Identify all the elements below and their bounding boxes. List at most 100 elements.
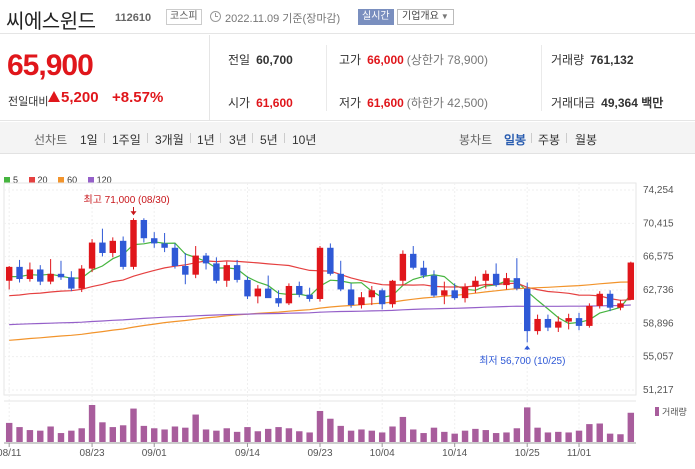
candle-body	[482, 273, 489, 281]
tab-1w[interactable]: 1주일	[112, 133, 141, 147]
legend-item-ma60[interactable]: 60	[58, 175, 77, 185]
realtime-button[interactable]: 실시간	[358, 9, 394, 25]
legend-item-ma5[interactable]: 5	[4, 175, 18, 185]
volume-bar	[627, 412, 635, 442]
stat-label: 시가	[228, 96, 251, 110]
y-tick-label: 66,575	[643, 252, 674, 263]
candle-body	[202, 255, 210, 264]
candle-body	[109, 240, 116, 253]
tab-3m[interactable]: 3개월	[155, 133, 184, 147]
tab-3y[interactable]: 3년	[229, 133, 247, 147]
candle-body	[88, 242, 96, 269]
candle-body	[26, 269, 34, 280]
volume-bar	[555, 431, 562, 442]
stat-value: 66,000	[367, 53, 404, 67]
candle-body	[337, 273, 344, 290]
x-tick-label: 09/14	[235, 448, 260, 459]
legend-item-ma120[interactable]: 120	[87, 175, 112, 185]
price-panel: 65,900 전일대비 5,200 +8.57% 전일 60,700 고가 66,0…	[0, 35, 695, 121]
y-tick-label: 70,415	[643, 218, 674, 229]
tab-1y[interactable]: 1년	[197, 133, 215, 147]
candle-body	[410, 253, 417, 268]
candlestick-chart[interactable]: 74,254 70,415 66,575 62,736 58,896 55,057 51,2…	[0, 172, 695, 469]
candle-body	[37, 269, 44, 282]
volume-bar	[78, 428, 85, 442]
x-tick-label: 10/25	[515, 448, 540, 459]
tab-monthly[interactable]: 월봉	[575, 133, 598, 147]
volume-bar	[410, 429, 417, 442]
candle-body	[16, 266, 23, 280]
candle-body	[461, 286, 469, 299]
legend-label: 120	[96, 175, 112, 185]
candle-body	[358, 297, 365, 306]
divider	[541, 45, 542, 111]
tab-weekly[interactable]: 주봉	[538, 133, 561, 147]
volume-bar	[596, 423, 603, 442]
candle-body	[327, 247, 334, 274]
stock-name[interactable]: 씨에스윈드	[6, 11, 96, 33]
chart-legend: 5 20 60 120	[4, 175, 120, 185]
tab-5y[interactable]: 5년	[260, 133, 278, 147]
volume-bar	[275, 427, 282, 442]
candle-body	[213, 263, 220, 281]
candle-body	[565, 318, 572, 322]
base-date: 2022.11.09 기준(장마감)	[225, 13, 341, 25]
candle-body	[296, 285, 303, 295]
candle-body	[151, 238, 158, 244]
candle-body	[389, 280, 396, 305]
candle-body	[596, 293, 603, 306]
volume-bar	[565, 432, 572, 442]
stat-volume: 거래량 761,132	[551, 51, 634, 68]
chart-tabs: 선차트 1일 1주일 3개월 1년 3년 5년 10년 봉차트 일봉 주봉 월봉	[0, 122, 695, 154]
volume-bar	[223, 428, 230, 442]
candle-body	[347, 289, 355, 306]
tab-10y[interactable]: 10년	[292, 133, 317, 147]
stat-low: 저가 61,600 (하한가 42,500)	[339, 94, 488, 111]
volume-bar	[130, 408, 137, 442]
line-chart-label: 선차트	[34, 133, 68, 147]
legend-item-ma20[interactable]: 20	[28, 175, 48, 185]
candle-body	[285, 285, 293, 304]
candle-body	[544, 318, 552, 328]
volume-bar	[378, 432, 386, 442]
legend-swatch	[4, 177, 10, 183]
candle-body	[99, 242, 106, 253]
candle-body	[513, 278, 521, 289]
volume-bar	[26, 430, 34, 442]
candle-body	[368, 290, 376, 298]
tab-daily[interactable]: 일봉	[504, 133, 527, 147]
change-rate: +8.57%	[112, 89, 164, 106]
y-tick-label: 51,217	[643, 385, 674, 396]
volume-bar	[544, 432, 552, 442]
x-tick-label: 09/23	[307, 448, 332, 459]
divider	[531, 133, 532, 143]
corp-info-dropdown[interactable]: 기업개요 ▼	[397, 9, 454, 25]
candle-body	[617, 303, 624, 308]
divider	[104, 133, 105, 143]
volume-bar	[16, 427, 23, 442]
candle-body	[524, 288, 531, 332]
candle-body	[68, 277, 75, 289]
x-tick-label: 11/01	[567, 448, 592, 459]
clock-icon	[210, 11, 221, 22]
lower-limit: (하한가 42,500)	[406, 96, 488, 110]
legend-swatch	[28, 177, 35, 183]
divider	[566, 133, 567, 143]
chevron-down-icon: ▼	[440, 12, 449, 21]
stock-code: 112610	[115, 12, 152, 24]
volume-bar	[586, 424, 593, 442]
change-label: 전일대비	[8, 96, 49, 108]
volume-bar	[285, 428, 293, 442]
candle-body	[399, 253, 407, 281]
tab-1d[interactable]: 1일	[80, 133, 98, 147]
stock-header: 씨에스윈드 112610 코스피 2022.11.09 기준(장마감) 실시간 …	[0, 0, 695, 34]
stat-value: 60,700	[256, 53, 293, 67]
candle-body	[130, 219, 137, 267]
candle-body	[223, 265, 230, 281]
volume-bar	[368, 430, 376, 442]
candle-body	[275, 298, 282, 304]
volume-bar	[306, 432, 313, 442]
volume-bar	[161, 429, 168, 442]
candle-body	[254, 288, 262, 297]
volume-bar	[606, 433, 614, 442]
